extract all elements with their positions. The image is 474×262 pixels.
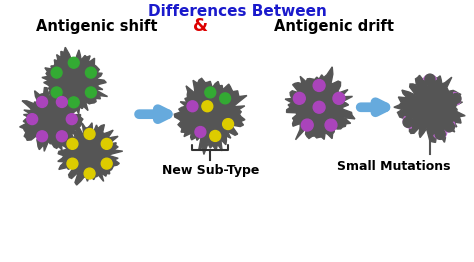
Wedge shape — [454, 92, 461, 105]
Circle shape — [187, 101, 198, 112]
Circle shape — [36, 97, 47, 107]
Circle shape — [68, 57, 79, 68]
Circle shape — [56, 97, 67, 107]
Wedge shape — [434, 132, 447, 139]
Circle shape — [223, 119, 234, 129]
Circle shape — [301, 119, 313, 131]
Circle shape — [195, 127, 206, 138]
Circle shape — [435, 129, 445, 139]
Circle shape — [210, 130, 221, 141]
Circle shape — [36, 131, 47, 142]
Circle shape — [84, 129, 95, 139]
Circle shape — [67, 158, 78, 169]
Circle shape — [56, 131, 67, 142]
Circle shape — [101, 138, 112, 149]
Circle shape — [68, 97, 79, 108]
Circle shape — [84, 168, 95, 179]
Text: Antigenic shift: Antigenic shift — [36, 19, 157, 34]
Circle shape — [445, 122, 455, 132]
Polygon shape — [58, 123, 123, 185]
Polygon shape — [19, 87, 83, 151]
Polygon shape — [394, 75, 465, 143]
Wedge shape — [403, 117, 411, 128]
Text: Antigenic drift: Antigenic drift — [274, 19, 394, 34]
Circle shape — [219, 93, 230, 104]
Circle shape — [85, 67, 96, 78]
Circle shape — [313, 101, 325, 113]
Circle shape — [205, 87, 216, 98]
Circle shape — [67, 138, 78, 149]
Text: Differences Between: Differences Between — [147, 4, 327, 19]
Circle shape — [51, 87, 62, 98]
Circle shape — [403, 117, 413, 127]
Circle shape — [425, 74, 435, 84]
Circle shape — [333, 92, 345, 104]
Circle shape — [202, 101, 213, 112]
Polygon shape — [285, 67, 355, 140]
Polygon shape — [174, 78, 247, 154]
Circle shape — [451, 94, 461, 103]
Polygon shape — [42, 47, 108, 117]
Circle shape — [325, 119, 337, 131]
Circle shape — [85, 87, 96, 98]
Wedge shape — [445, 122, 455, 132]
Text: Small Mutations: Small Mutations — [337, 160, 450, 173]
Text: &: & — [193, 17, 208, 35]
Text: New Sub-Type: New Sub-Type — [162, 164, 259, 177]
Circle shape — [66, 114, 77, 124]
Circle shape — [313, 80, 325, 91]
Wedge shape — [423, 75, 437, 81]
Circle shape — [293, 92, 305, 104]
Circle shape — [101, 158, 112, 169]
Circle shape — [51, 67, 62, 78]
Circle shape — [27, 114, 37, 124]
